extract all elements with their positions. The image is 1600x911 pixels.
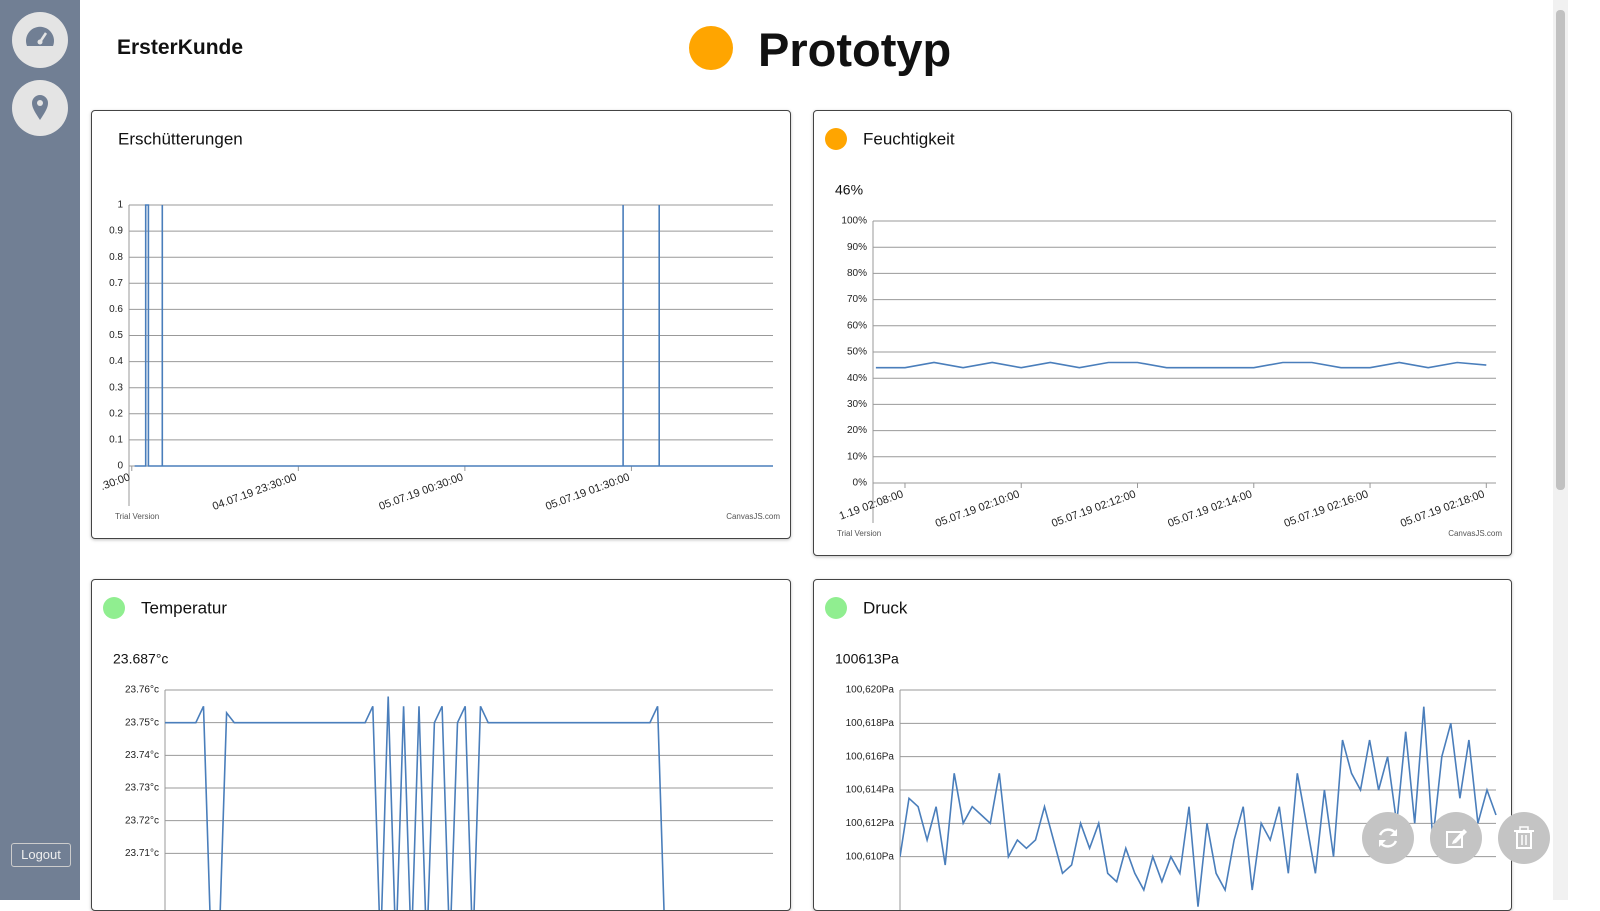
y-tick-label: 90% — [847, 242, 867, 253]
device-status — [689, 26, 733, 70]
data-line — [875, 361, 1487, 369]
y-tick-label: 0.7 — [109, 278, 123, 289]
panel-title: Feuchtigkeit — [863, 129, 955, 148]
y-tick-label: 100,610Pa — [846, 851, 895, 862]
y-tick-label: 100,618Pa — [846, 718, 895, 729]
panel-title: Temperatur — [141, 598, 227, 617]
x-tick-label: 05.07.19 00:30:00 — [377, 471, 464, 513]
scrollbar-thumb — [1556, 10, 1565, 490]
chart: Erschütterungen 0 0.1 0.2 0.3 0.4 0.5 0.6 0.7 0.8… — [99, 129, 780, 521]
y-tick-label: 23.75°c — [125, 717, 159, 728]
y-tick-label: 50% — [847, 347, 867, 358]
customer-name: ErsterKunde — [117, 36, 244, 59]
y-tick-label: 100% — [841, 216, 867, 227]
data-line — [165, 696, 665, 910]
x-tick-label: 05.07.19 02:14:00 — [1166, 488, 1253, 530]
x-tick-label: 05.07.19 02:16:00 — [1283, 488, 1370, 530]
credit: CanvasJS.com — [1448, 529, 1502, 538]
y-tick-label: 23.74°c — [125, 750, 159, 761]
y-tick-label: 0.8 — [109, 252, 123, 263]
refresh-button[interactable] — [1362, 812, 1414, 864]
y-tick-label: 100,616Pa — [846, 751, 895, 762]
y-tick-label: 100,612Pa — [846, 818, 895, 829]
y-tick-label: 23.73°c — [125, 783, 159, 794]
edit-button[interactable] — [1430, 812, 1482, 864]
y-tick-label: 23.76°c — [125, 685, 159, 696]
sidebar: Logout — [0, 0, 80, 900]
logout-button[interactable]: Logout — [11, 843, 71, 867]
y-tick-label: 0.6 — [109, 304, 123, 315]
device-name: Prototyp — [758, 23, 952, 76]
y-tick-label: 0 — [117, 461, 123, 472]
action-buttons — [1362, 812, 1550, 864]
y-tick-label: 0.1 — [109, 435, 123, 446]
x-tick-label: 04.07.19 23:30:00 — [211, 471, 298, 513]
delete-button[interactable] — [1498, 812, 1550, 864]
status-dot — [825, 597, 847, 619]
y-tick-label: 0.9 — [109, 226, 123, 237]
x-tick-label: 05.07.19 02:10:00 — [934, 488, 1021, 530]
y-tick-label: 80% — [847, 268, 867, 279]
y-tick-label: 0.4 — [109, 356, 123, 367]
data-line — [900, 706, 1497, 907]
y-tick-label: 100,614Pa — [846, 785, 895, 796]
y-tick-label: 0.3 — [109, 382, 123, 393]
y-tick-label: 30% — [847, 399, 867, 410]
status-dot — [825, 128, 847, 150]
y-tick-label: 60% — [847, 320, 867, 331]
y-tick-label: 20% — [847, 425, 867, 436]
y-tick-label: 0% — [853, 478, 868, 489]
x-tick-label: 05.07.19 02:12:00 — [1050, 488, 1137, 530]
status-dot — [103, 597, 125, 619]
y-tick-label: 100,620Pa — [846, 685, 895, 696]
status-dot — [689, 26, 733, 70]
watermark: Trial Version — [837, 529, 881, 538]
panel-title: Erschütterungen — [118, 129, 243, 148]
y-tick-label: 1 — [117, 200, 123, 211]
panel-title: Druck — [863, 598, 908, 617]
x-tick-label: 1.19 02:08:00 — [838, 488, 905, 522]
y-tick-label: 23.71°c — [125, 848, 159, 859]
dashboard-button[interactable] — [12, 12, 68, 68]
current-value: 46% — [835, 182, 863, 198]
y-tick-label: 70% — [847, 294, 867, 305]
scrollbar — [1553, 0, 1568, 900]
y-tick-label: 40% — [847, 373, 867, 384]
x-tick-label: 05.07.19 02:18:00 — [1399, 488, 1486, 530]
data-line — [134, 204, 773, 467]
chart-panel: Erschütterungen 0 0.1 0.2 0.3 0.4 0.5 0.6 0.7 0.8… — [91, 110, 791, 539]
y-tick-label: 0.5 — [109, 330, 123, 341]
current-value: 100613Pa — [835, 651, 899, 667]
y-tick-label: 10% — [847, 451, 867, 462]
chart-panel: Temperatur 23.687°c 23.71°c 23.72°c 23.73°c 2… — [91, 579, 791, 911]
chart-panel: Feuchtigkeit 46% 0% 10% 20% 30% 40% 50% 60% 70% 80… — [813, 110, 1512, 556]
current-value: 23.687°c — [113, 651, 168, 667]
nav-icons — [12, 12, 68, 136]
chart: Feuchtigkeit 46% 0% 10% 20% 30% 40% 50% 60% 70% 80… — [825, 128, 1502, 538]
chart: Temperatur 23.687°c 23.71°c 23.72°c 23.73°c 2… — [103, 597, 773, 910]
y-tick-label: 0.2 — [109, 408, 123, 419]
watermark: Trial Version — [115, 512, 159, 521]
credit: CanvasJS.com — [726, 512, 780, 521]
map-button[interactable] — [12, 80, 68, 136]
x-tick-label: 05.07.19 01:30:00 — [544, 471, 631, 513]
x-tick-label: .30:00 — [99, 471, 132, 493]
y-tick-label: 23.72°c — [125, 815, 159, 826]
